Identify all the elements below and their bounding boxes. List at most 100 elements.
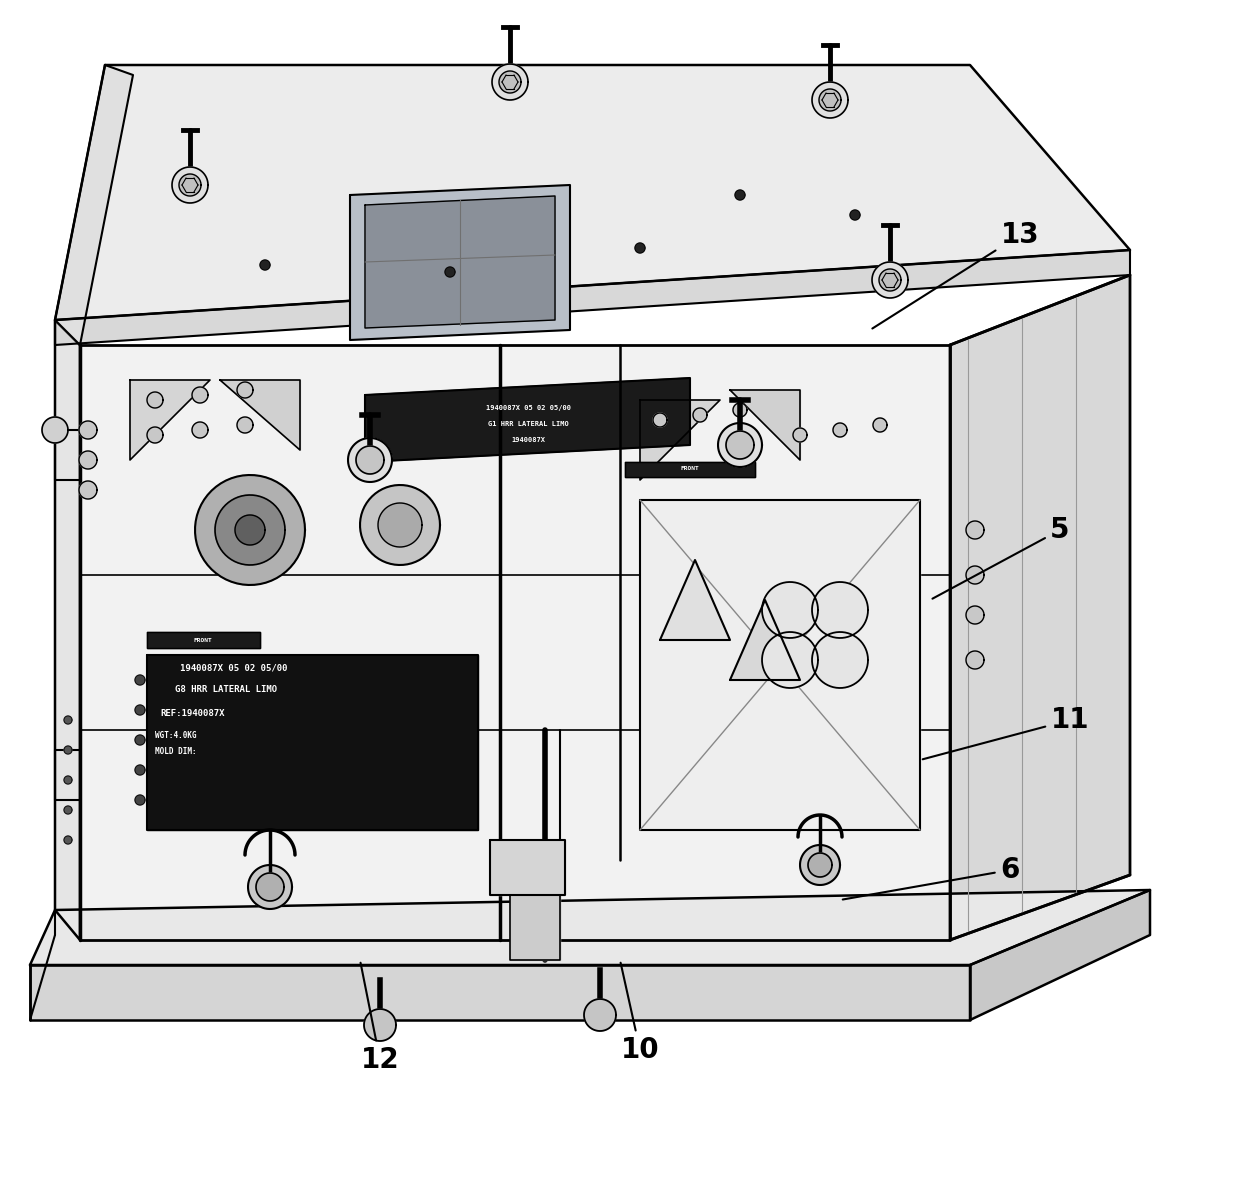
Polygon shape: [79, 451, 97, 469]
Polygon shape: [192, 422, 208, 438]
Polygon shape: [356, 445, 384, 474]
Polygon shape: [237, 382, 253, 398]
Text: MOLD DIM:: MOLD DIM:: [155, 748, 197, 756]
Polygon shape: [195, 475, 305, 585]
Polygon shape: [498, 71, 521, 93]
Polygon shape: [794, 428, 807, 442]
Text: 1940087X 05 02 05/00: 1940087X 05 02 05/00: [180, 663, 288, 673]
Text: 5: 5: [932, 516, 1070, 599]
Polygon shape: [148, 392, 162, 409]
Polygon shape: [135, 796, 145, 805]
Polygon shape: [445, 267, 455, 278]
Text: 12: 12: [361, 962, 399, 1074]
Polygon shape: [584, 999, 616, 1031]
Polygon shape: [237, 417, 253, 434]
Polygon shape: [966, 651, 985, 669]
Polygon shape: [365, 378, 689, 462]
Polygon shape: [350, 185, 570, 339]
Polygon shape: [135, 735, 145, 746]
Polygon shape: [365, 1009, 396, 1041]
Polygon shape: [812, 632, 868, 688]
Polygon shape: [490, 840, 565, 894]
Polygon shape: [42, 417, 68, 443]
Polygon shape: [873, 418, 887, 432]
Polygon shape: [510, 894, 560, 960]
Polygon shape: [872, 262, 908, 298]
Polygon shape: [30, 965, 970, 1019]
Polygon shape: [55, 320, 81, 940]
Polygon shape: [966, 520, 985, 540]
Polygon shape: [79, 481, 97, 499]
Polygon shape: [130, 380, 210, 460]
Polygon shape: [800, 844, 839, 885]
Polygon shape: [248, 865, 291, 909]
Polygon shape: [970, 890, 1149, 1019]
Polygon shape: [179, 174, 201, 197]
Polygon shape: [64, 836, 72, 844]
Polygon shape: [849, 210, 861, 220]
Polygon shape: [833, 423, 847, 437]
Polygon shape: [64, 806, 72, 813]
Polygon shape: [215, 495, 285, 565]
Polygon shape: [730, 600, 800, 680]
Polygon shape: [192, 387, 208, 403]
Polygon shape: [30, 890, 1149, 965]
Polygon shape: [635, 243, 645, 252]
Polygon shape: [81, 345, 950, 940]
Polygon shape: [763, 632, 818, 688]
Polygon shape: [966, 566, 985, 584]
Text: G8 HRR LATERAL LIMO: G8 HRR LATERAL LIMO: [175, 686, 277, 694]
Polygon shape: [55, 250, 1130, 345]
Polygon shape: [64, 777, 72, 784]
Polygon shape: [236, 515, 265, 545]
Polygon shape: [148, 428, 162, 443]
Polygon shape: [640, 400, 720, 480]
Text: 11: 11: [923, 706, 1089, 760]
Polygon shape: [148, 655, 477, 830]
Polygon shape: [255, 873, 284, 902]
Polygon shape: [812, 82, 848, 118]
Polygon shape: [492, 64, 528, 100]
Polygon shape: [64, 746, 72, 754]
Polygon shape: [653, 413, 667, 428]
Polygon shape: [219, 380, 300, 450]
Polygon shape: [808, 853, 832, 877]
Polygon shape: [625, 462, 755, 478]
Polygon shape: [693, 409, 707, 422]
Polygon shape: [378, 503, 422, 547]
Text: 1940087X 05 02 05/00: 1940087X 05 02 05/00: [486, 405, 570, 411]
Polygon shape: [640, 500, 920, 830]
Polygon shape: [64, 716, 72, 724]
Polygon shape: [735, 191, 745, 200]
Text: 13: 13: [873, 222, 1039, 329]
Polygon shape: [148, 632, 260, 648]
Polygon shape: [135, 765, 145, 775]
Polygon shape: [879, 269, 901, 291]
Polygon shape: [812, 582, 868, 638]
Polygon shape: [135, 705, 145, 715]
Polygon shape: [725, 431, 754, 459]
Polygon shape: [950, 275, 1130, 940]
Text: WGT:4.0KG: WGT:4.0KG: [155, 730, 197, 740]
Polygon shape: [365, 197, 556, 328]
Polygon shape: [730, 389, 800, 460]
Text: FRONT: FRONT: [193, 637, 212, 642]
Text: 1940087X: 1940087X: [511, 437, 546, 443]
Text: 10: 10: [620, 962, 660, 1064]
Polygon shape: [718, 423, 763, 467]
Polygon shape: [55, 66, 1130, 320]
Polygon shape: [360, 485, 440, 565]
Polygon shape: [260, 260, 270, 270]
Text: REF:1940087X: REF:1940087X: [160, 709, 224, 717]
Text: 6: 6: [843, 856, 1019, 899]
Text: G1 HRR LATERAL LIMO: G1 HRR LATERAL LIMO: [487, 420, 568, 428]
Polygon shape: [818, 89, 841, 111]
Polygon shape: [348, 438, 392, 482]
Polygon shape: [763, 582, 818, 638]
Polygon shape: [135, 675, 145, 685]
Polygon shape: [172, 167, 208, 202]
Polygon shape: [55, 66, 133, 345]
Polygon shape: [966, 606, 985, 624]
Text: FRONT: FRONT: [681, 467, 699, 472]
Polygon shape: [733, 403, 746, 417]
